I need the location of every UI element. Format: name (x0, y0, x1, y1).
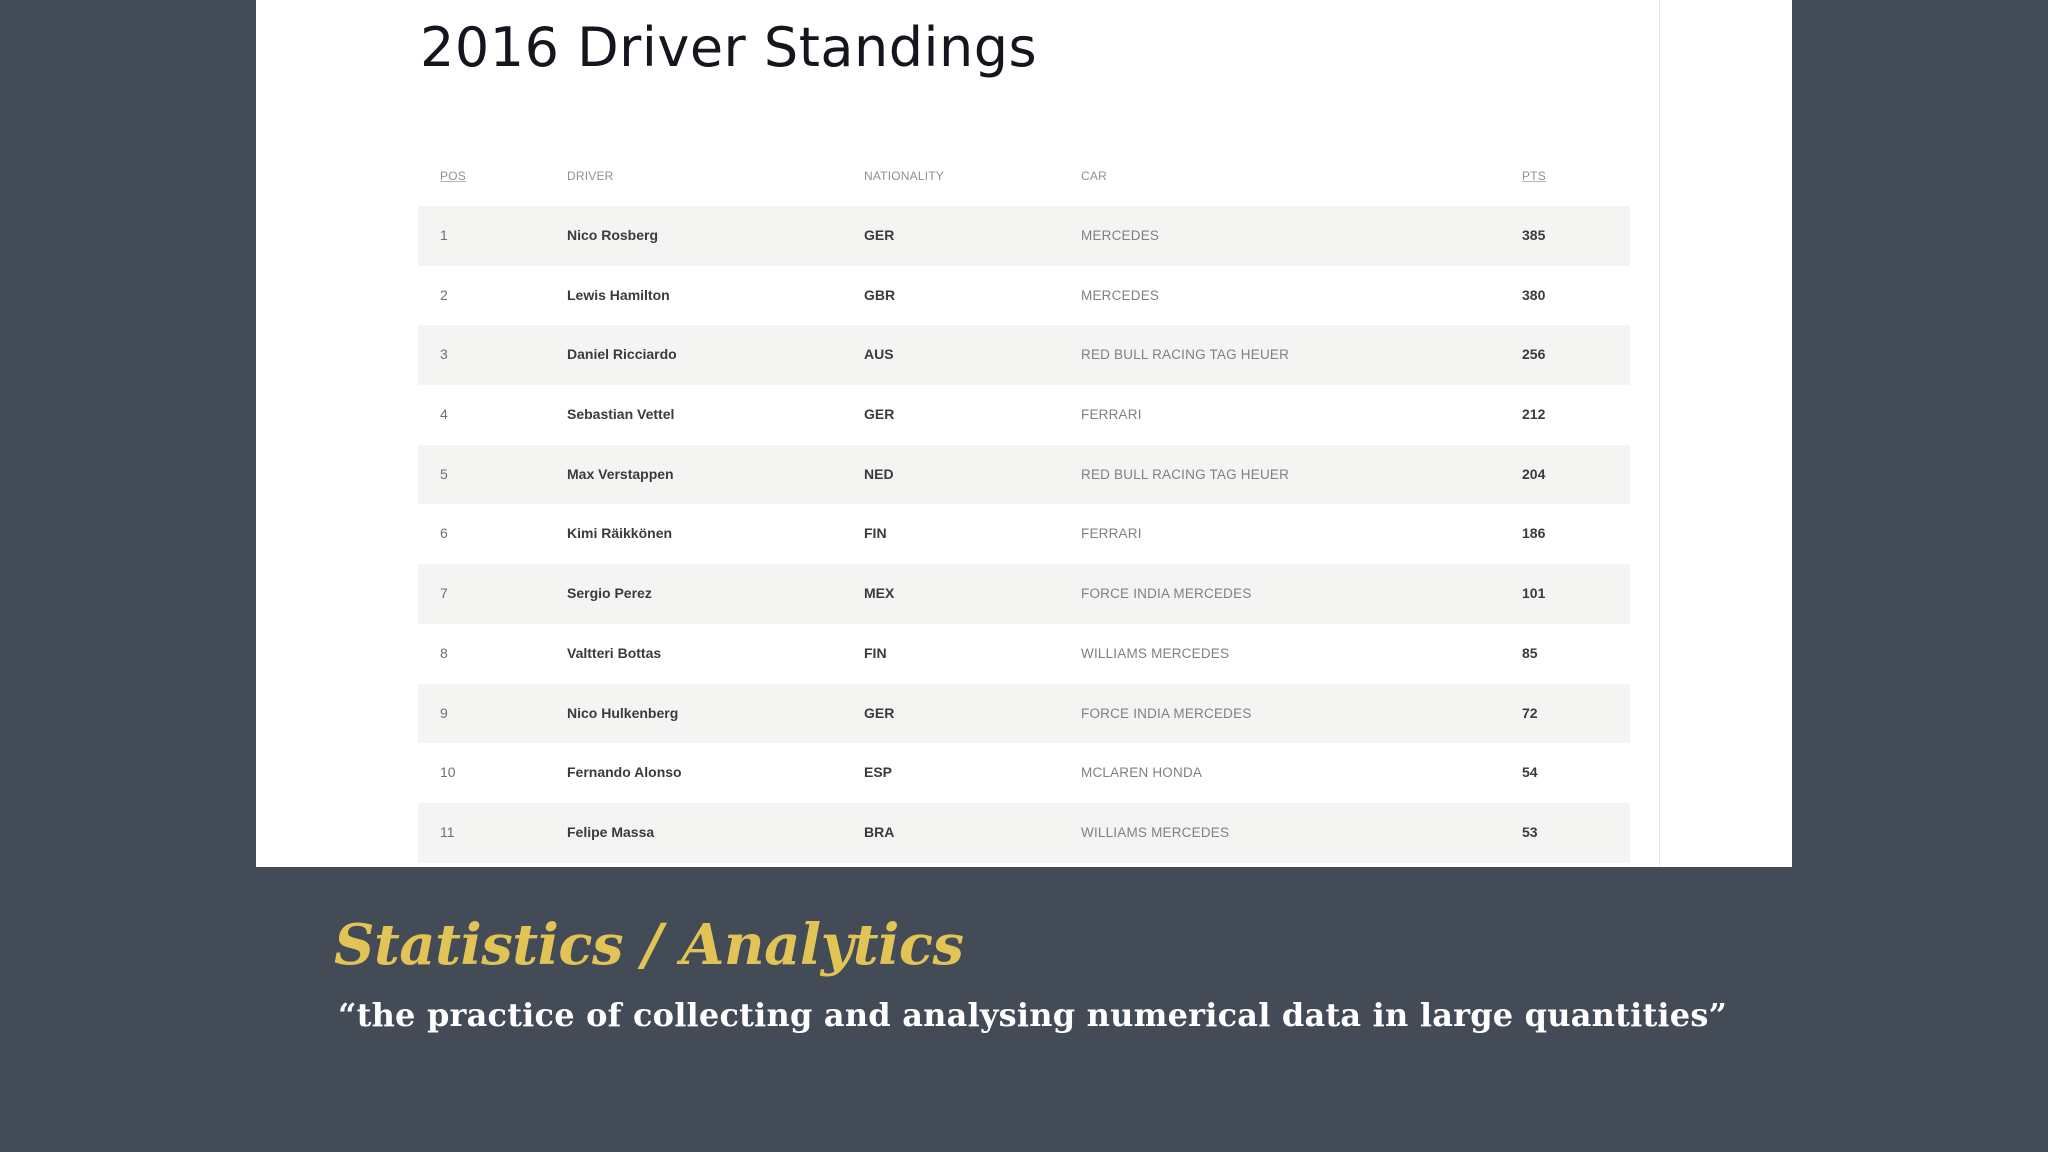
cell-nationality: FIN (864, 644, 887, 661)
cell-driver[interactable]: Nico Rosberg (567, 227, 659, 243)
table-row: 5 Max Verstappen NED RED BULL RACING TAG… (418, 444, 1630, 505)
cell-pos: 6 (440, 525, 448, 542)
column-header-pts[interactable]: PTS (1522, 169, 1546, 183)
cell-pos: 1 (440, 227, 448, 243)
cell-pts: 54 (1522, 764, 1538, 781)
table-header-row: POS DRIVER NATIONALITY CAR PTS (418, 146, 1630, 206)
cell-pts: 380 (1522, 286, 1546, 303)
cell-pos: 3 (440, 346, 448, 363)
cell-pos: 5 (440, 465, 448, 482)
cell-pts: 212 (1522, 406, 1546, 423)
cell-car[interactable]: MERCEDES (1081, 228, 1160, 243)
standings-table: POS DRIVER NATIONALITY CAR PTS 1 Nico Ro… (418, 146, 1630, 863)
table-row: 10 Fernando Alonso ESP MCLAREN HONDA 54 (418, 743, 1630, 803)
cell-car[interactable]: FERRARI (1081, 407, 1142, 423)
cell-pts: 85 (1522, 644, 1538, 661)
cell-nationality: GER (864, 227, 895, 243)
cell-driver[interactable]: Daniel Ricciardo (567, 346, 677, 363)
page-divider (1659, 0, 1660, 867)
cell-car[interactable]: FORCE INDIA MERCEDES (1081, 705, 1252, 721)
cell-pts: 72 (1522, 704, 1538, 721)
table-row: 6 Kimi Räikkönen FIN FERRARI 186 (418, 504, 1630, 564)
cell-pos: 8 (440, 644, 448, 661)
cell-car[interactable]: RED BULL RACING TAG HEUER (1081, 466, 1290, 482)
column-header-pos[interactable]: POS (440, 169, 466, 183)
cell-pts: 186 (1522, 525, 1546, 542)
column-header-nationality: NATIONALITY (864, 169, 944, 183)
cell-pts: 256 (1522, 346, 1546, 363)
cell-car[interactable]: FORCE INDIA MERCEDES (1081, 586, 1252, 602)
cell-pos: 9 (440, 704, 448, 721)
cell-pos: 7 (440, 585, 448, 602)
cell-nationality: BRA (864, 823, 895, 840)
standings-title: 2016 Driver Standings (420, 16, 1038, 79)
cell-driver[interactable]: Max Verstappen (567, 465, 674, 482)
table-row: 8 Valtteri Bottas FIN WILLIAMS MERCEDES … (418, 624, 1630, 684)
cell-nationality: GER (864, 406, 895, 423)
cell-nationality: FIN (864, 525, 887, 542)
column-header-car: CAR (1081, 169, 1107, 183)
cell-nationality: GER (864, 704, 895, 721)
cell-pos: 2 (440, 286, 448, 303)
cell-driver[interactable]: Fernando Alonso (567, 764, 682, 781)
column-header-driver: DRIVER (567, 169, 614, 183)
cell-nationality: AUS (864, 346, 894, 363)
cell-car[interactable]: MERCEDES (1081, 287, 1160, 303)
cell-driver[interactable]: Lewis Hamilton (567, 286, 670, 303)
cell-nationality: MEX (864, 585, 895, 602)
cell-pts: 101 (1522, 585, 1546, 602)
cell-driver[interactable]: Felipe Massa (567, 823, 655, 840)
table-row: 1 Nico Rosberg GER MERCEDES 385 (418, 206, 1630, 266)
table-row: 2 Lewis Hamilton GBR MERCEDES 380 (418, 266, 1630, 326)
table-row: 7 Sergio Perez MEX FORCE INDIA MERCEDES … (418, 564, 1630, 624)
cell-pos: 11 (440, 823, 455, 840)
cell-car[interactable]: WILLIAMS MERCEDES (1081, 645, 1230, 661)
caption-title: Statistics / Analytics (334, 912, 964, 978)
cell-nationality: ESP (864, 764, 893, 781)
cell-driver[interactable]: Valtteri Bottas (567, 644, 662, 661)
cell-driver[interactable]: Sergio Perez (567, 585, 652, 602)
cell-pos: 10 (440, 764, 456, 781)
cell-car[interactable]: RED BULL RACING TAG HEUER (1081, 347, 1290, 363)
cell-nationality: GBR (864, 286, 896, 303)
cell-nationality: NED (864, 465, 894, 482)
cell-pts: 385 (1522, 227, 1546, 243)
cell-pts: 204 (1522, 465, 1546, 482)
cell-car[interactable]: WILLIAMS MERCEDES (1081, 824, 1230, 840)
cell-driver[interactable]: Nico Hulkenberg (567, 704, 679, 721)
cell-car[interactable]: FERRARI (1081, 526, 1142, 542)
cell-pos: 4 (440, 406, 448, 423)
table-row: 3 Daniel Ricciardo AUS RED BULL RACING T… (418, 325, 1630, 386)
cell-driver[interactable]: Kimi Räikkönen (567, 525, 673, 542)
cell-pts: 53 (1522, 823, 1538, 840)
cell-driver[interactable]: Sebastian Vettel (567, 406, 675, 423)
table-row: 9 Nico Hulkenberg GER FORCE INDIA MERCED… (418, 683, 1630, 744)
cell-car[interactable]: MCLAREN HONDA (1081, 765, 1203, 781)
table-row: 4 Sebastian Vettel GER FERRARI 212 (418, 385, 1630, 445)
table-row: 11 Felipe Massa BRA WILLIAMS MERCEDES 53 (418, 802, 1630, 863)
caption-quote: “the practice of collecting and analysin… (338, 996, 1728, 1034)
standings-screenshot: 2016 Driver Standings POS DRIVER NATIONA… (256, 0, 1792, 867)
